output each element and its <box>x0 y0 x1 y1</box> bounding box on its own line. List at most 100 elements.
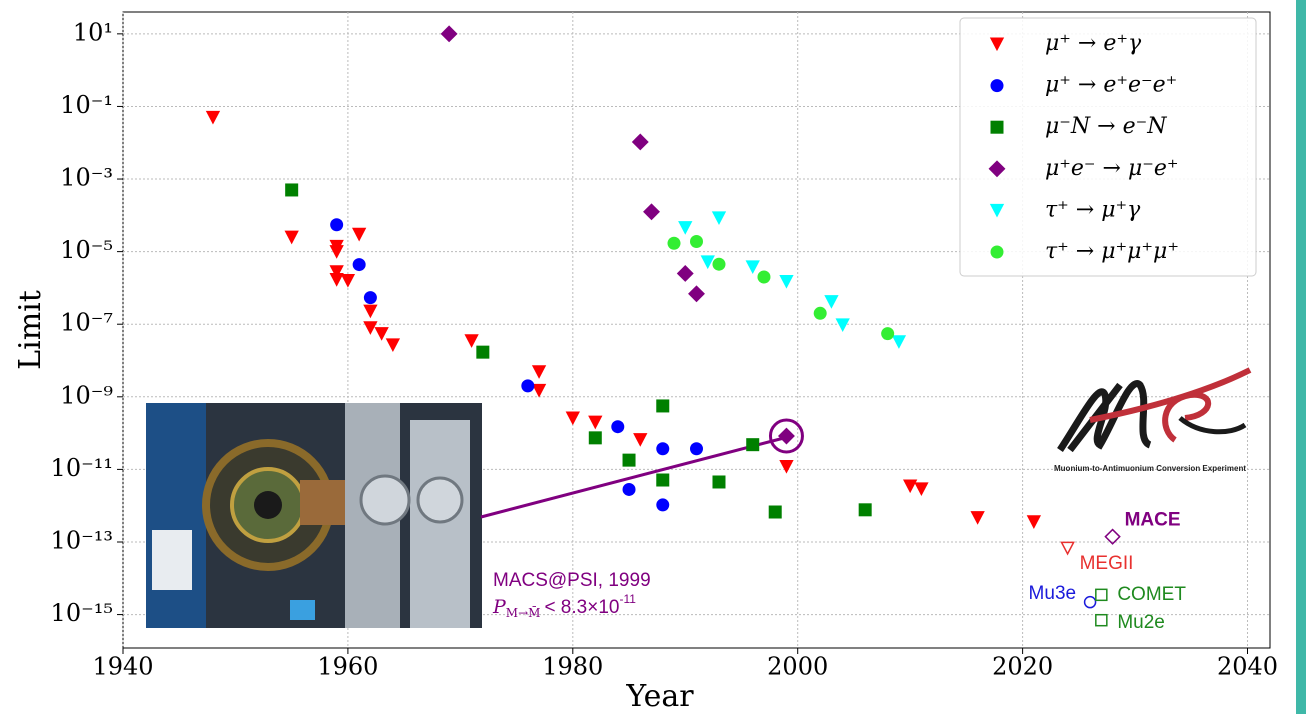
annotation-formula: PM→M̄ < 8.3×10-11 <box>492 592 636 619</box>
grid <box>122 12 1270 648</box>
legend-marker <box>990 120 1004 134</box>
x-tick-label: 1960 <box>317 653 378 681</box>
data-point <box>565 411 580 426</box>
data-point <box>363 304 378 319</box>
data-point <box>633 433 648 447</box>
data-point <box>329 273 344 287</box>
annotation-label: MACS@PSI, 1999 <box>493 570 651 591</box>
data-point <box>690 442 703 456</box>
projection-label: COMET <box>1117 584 1186 605</box>
y-tick-label: 10⁻⁹ <box>60 381 113 409</box>
data-point <box>778 427 795 445</box>
data-point <box>1026 515 1042 529</box>
legend-marker <box>990 79 1004 93</box>
data-point <box>656 498 670 512</box>
projection-label: MEGII <box>1080 553 1134 574</box>
data-point <box>835 318 850 333</box>
data-point <box>352 258 366 272</box>
legend-label: τ⁺ → μ⁺γ <box>1045 197 1141 222</box>
data-point <box>903 479 918 494</box>
detector-photo <box>146 403 482 628</box>
data-point <box>891 335 907 349</box>
data-point <box>521 379 535 393</box>
data-point <box>329 265 344 279</box>
data-point <box>385 338 401 353</box>
projection-label: Mu3e <box>1029 583 1077 604</box>
projection-point <box>1104 528 1121 545</box>
annotation-line <box>480 436 785 519</box>
data-point <box>440 25 458 43</box>
y-axis-label: Limit <box>13 290 48 370</box>
data-point <box>712 257 726 271</box>
data-point <box>611 420 625 434</box>
projection-point <box>1095 613 1108 627</box>
x-tick-label: 2000 <box>767 653 828 681</box>
data-point <box>813 306 827 320</box>
projection-point <box>1083 595 1097 609</box>
data-point <box>678 221 693 235</box>
legend-marker <box>990 245 1004 259</box>
data-point <box>970 511 985 525</box>
y-tick-label: 10⁻⁷ <box>60 309 113 337</box>
data-point <box>881 327 895 341</box>
data-point <box>622 453 636 467</box>
legend-marker <box>989 203 1005 218</box>
data-point <box>779 460 794 474</box>
data-point <box>205 110 221 125</box>
data-point <box>329 245 344 259</box>
data-point <box>363 291 377 305</box>
data-point <box>690 235 703 249</box>
legend-marker <box>988 160 1006 178</box>
projection-point <box>1095 588 1108 602</box>
data-point <box>711 211 727 226</box>
data-point <box>914 482 929 497</box>
formula-exponent: -11 <box>619 592 636 606</box>
data-point <box>768 505 782 519</box>
y-tick-label: 10⁻¹ <box>60 91 113 119</box>
projection-label: MACE <box>1125 510 1181 531</box>
data-point <box>531 383 547 398</box>
data-point <box>464 334 479 348</box>
legend-marker <box>989 37 1005 52</box>
data-point <box>340 274 356 288</box>
data-point <box>746 438 760 452</box>
legend <box>959 17 1257 277</box>
data-point <box>858 503 872 517</box>
data-point <box>745 260 760 275</box>
highlight-ring <box>768 418 804 454</box>
x-tick-label: 2020 <box>992 653 1053 681</box>
x-tick-label: 2040 <box>1217 653 1278 681</box>
data-point <box>779 275 794 289</box>
data-point <box>688 285 705 303</box>
projection-point <box>1060 541 1075 556</box>
data-point <box>622 482 636 496</box>
y-tick-label: 10⁻⁵ <box>60 236 113 264</box>
formula-text: < 8.3×10 <box>544 597 619 618</box>
data-point <box>824 295 839 309</box>
x-axis-label: Year <box>625 679 694 714</box>
data-point <box>531 365 547 379</box>
mace-logo <box>1057 367 1252 453</box>
x-tick-label: 1980 <box>542 653 603 681</box>
logo-caption: Muonium-to-Antimuonium Conversion Experi… <box>1054 464 1246 473</box>
x-tick-label: 1940 <box>92 653 153 681</box>
data-point <box>676 265 694 282</box>
data-point <box>284 230 299 245</box>
data-point <box>330 218 344 232</box>
legend-label: μ⁻N → e⁻N <box>1045 114 1167 139</box>
data-point <box>700 255 715 270</box>
data-point <box>588 415 603 430</box>
data-point <box>667 236 681 250</box>
data-point <box>631 133 649 151</box>
data-point <box>285 183 299 197</box>
data-point <box>757 270 771 284</box>
data-point <box>656 399 670 413</box>
legend-label: τ⁺ → μ⁺μ⁺μ⁺ <box>1045 239 1179 264</box>
data-point <box>643 203 660 221</box>
legend-label: μ⁺ → e⁺γ <box>1045 31 1142 56</box>
y-tick-label: 10⁻³ <box>60 164 113 192</box>
projection-label: Mu2e <box>1117 612 1165 633</box>
y-tick-label: 10⁻¹³ <box>51 526 113 554</box>
plot-frame <box>122 11 1271 649</box>
